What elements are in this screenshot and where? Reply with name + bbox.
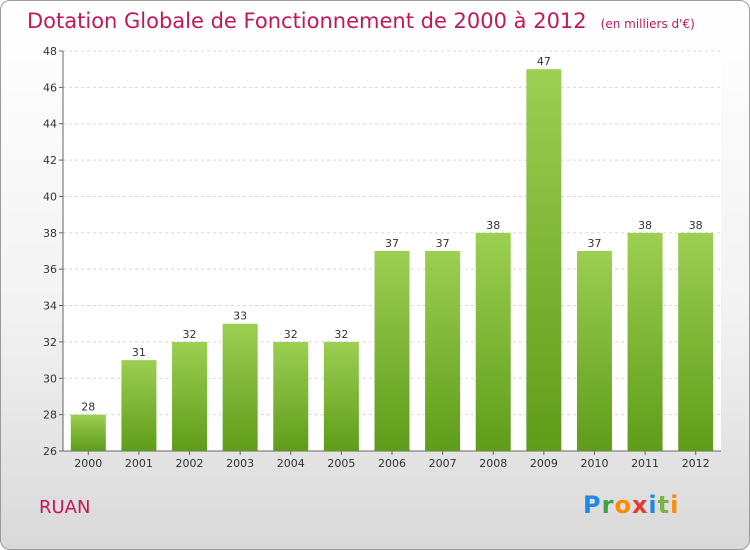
bar-2008	[475, 232, 511, 451]
x-tick-label-2004: 2004	[277, 457, 305, 470]
x-tick-label-2008: 2008	[479, 457, 507, 470]
bar-2006	[374, 251, 410, 451]
proxiti-logo: Proxiti	[583, 491, 680, 519]
data-label-2002: 32	[183, 328, 197, 341]
y-tick-label: 26	[43, 445, 57, 458]
x-tick-label-2006: 2006	[378, 457, 406, 470]
x-tick-label-2000: 2000	[74, 457, 102, 470]
y-tick-label: 44	[43, 118, 57, 131]
bar-2004	[273, 341, 309, 451]
y-tick-label: 28	[43, 409, 57, 422]
x-tick-label-2011: 2011	[631, 457, 659, 470]
chart-title: Dotation Globale de Fonctionnement de 20…	[27, 9, 695, 33]
bar-2005	[323, 341, 359, 451]
chart-subtitle: (en milliers d'€)	[600, 17, 695, 31]
y-tick-label: 34	[43, 300, 57, 313]
chart-title-text: Dotation Globale de Fonctionnement de 20…	[27, 9, 587, 33]
data-label-2008: 38	[486, 219, 500, 232]
x-tick-label-2005: 2005	[327, 457, 355, 470]
y-tick-label: 38	[43, 227, 57, 240]
bar-2011	[627, 232, 663, 451]
bar-2012	[678, 232, 714, 451]
data-label-2009: 47	[537, 55, 551, 68]
bar-2002	[172, 341, 208, 451]
x-tick-label-2010: 2010	[580, 457, 608, 470]
bar-2009	[526, 69, 562, 451]
bar-2007	[425, 251, 461, 451]
y-tick-label: 48	[43, 45, 57, 58]
data-label-2005: 32	[334, 328, 348, 341]
y-tick-label: 46	[43, 81, 57, 94]
data-label-2011: 38	[638, 219, 652, 232]
data-label-2003: 33	[233, 310, 247, 323]
x-tick-label-2003: 2003	[226, 457, 254, 470]
data-label-2001: 31	[132, 346, 146, 359]
bar-2010	[576, 251, 612, 451]
x-tick-label-2007: 2007	[429, 457, 457, 470]
data-label-2006: 37	[385, 237, 399, 250]
data-label-2004: 32	[284, 328, 298, 341]
data-label-2007: 37	[436, 237, 450, 250]
x-tick-label-2012: 2012	[682, 457, 710, 470]
y-tick-label: 42	[43, 154, 57, 167]
data-label-2012: 38	[689, 219, 703, 232]
data-label-2010: 37	[587, 237, 601, 250]
x-tick-label-2009: 2009	[530, 457, 558, 470]
y-tick-label: 32	[43, 336, 57, 349]
y-tick-label: 40	[43, 190, 57, 203]
bar-2000	[70, 414, 106, 451]
x-tick-label-2002: 2002	[176, 457, 204, 470]
y-tick-label: 30	[43, 372, 57, 385]
data-label-2000: 28	[81, 401, 95, 414]
y-tick-label: 36	[43, 263, 57, 276]
commune-name: RUAN	[39, 497, 91, 518]
bar-2003	[222, 323, 258, 451]
bar-2001	[121, 360, 157, 451]
x-tick-label-2001: 2001	[125, 457, 153, 470]
